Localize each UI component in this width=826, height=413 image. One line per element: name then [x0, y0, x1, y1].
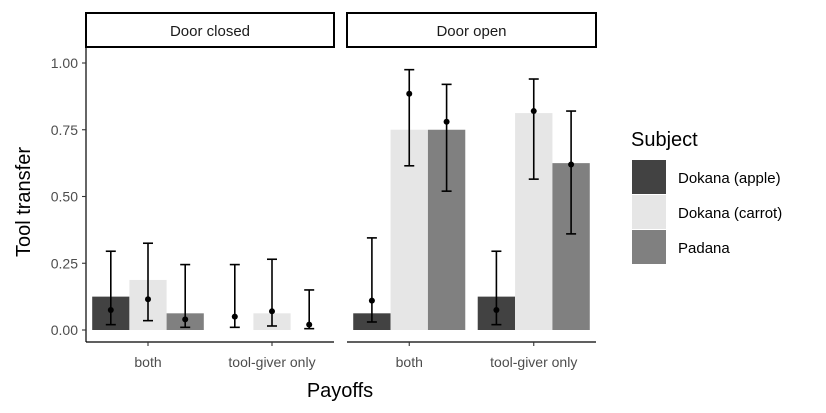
y-axis: 0.00 0.25 0.50 0.75 1.00	[51, 48, 87, 342]
estimate-point	[530, 108, 537, 115]
x-tick-label: tool-giver only	[490, 354, 577, 370]
x-tick-label: both	[396, 354, 423, 370]
estimate-point	[368, 297, 375, 304]
facet-panel: Door open both tool-giver only	[346, 12, 597, 370]
legend-title: Subject	[631, 129, 698, 151]
y-tick-label: 0.25	[51, 255, 78, 271]
estimate-point	[406, 90, 413, 97]
legend: Subject Dokana (apple) Dokana (carrot) Pad…	[631, 129, 782, 264]
legend-swatch	[632, 160, 666, 194]
y-tick-label: 0.75	[51, 122, 78, 138]
estimate-point	[269, 308, 275, 315]
estimate-point	[182, 316, 189, 323]
y-tick-label: 0.00	[51, 322, 78, 338]
estimate-point	[443, 118, 450, 125]
facet-strip-label: Door open	[436, 23, 506, 40]
facet-panels: Door closed both tool-giver only Door open b…	[85, 12, 597, 370]
legend-label: Dokana (apple)	[678, 170, 781, 187]
legend-label: Padana	[678, 240, 730, 257]
y-tick-label: 1.00	[51, 55, 78, 71]
y-axis-title: Tool transfer	[13, 147, 35, 257]
estimate-point	[107, 306, 114, 313]
x-axis-title: Payoffs	[307, 380, 373, 402]
legend-label: Dokana (carrot)	[678, 205, 782, 222]
facet-strip-label: Door closed	[170, 23, 250, 40]
legend-swatch	[632, 230, 666, 264]
y-tick-label: 0.50	[51, 189, 78, 205]
legend-swatch	[632, 195, 666, 229]
x-tick-label: tool-giver only	[228, 354, 315, 370]
estimate-point	[231, 313, 238, 320]
estimate-point	[145, 296, 151, 303]
estimate-point	[568, 161, 575, 168]
facet-strip	[85, 12, 335, 48]
facet-strip	[346, 12, 597, 48]
estimate-point	[493, 306, 500, 313]
estimate-point	[306, 321, 313, 328]
facet-panel: Door closed both tool-giver only	[85, 12, 335, 370]
x-tick-label: both	[134, 354, 161, 370]
